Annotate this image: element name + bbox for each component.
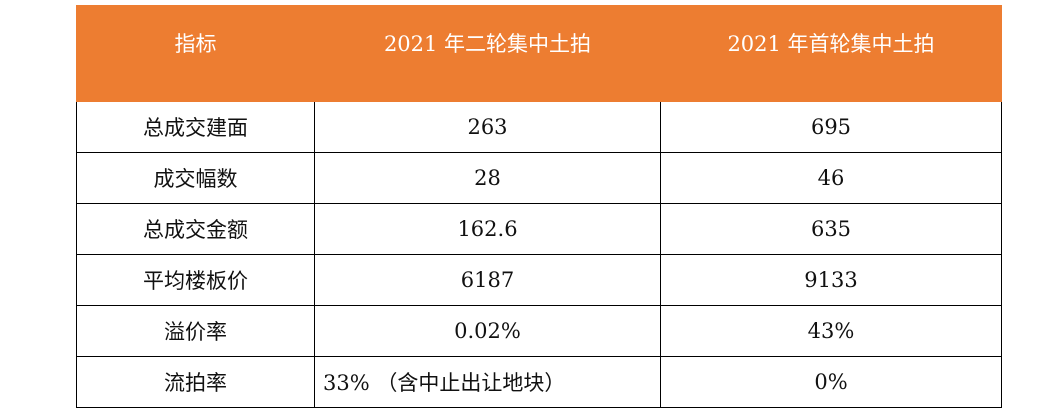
table-cell: 43%	[660, 305, 1002, 357]
table-row: 流拍率 33% （含中止出让地块） 0%	[76, 356, 1002, 408]
table-cell: 流拍率	[76, 356, 315, 408]
table-row: 总成交金额 162.6 635	[76, 203, 1002, 255]
table-cell: 6187	[314, 254, 661, 306]
data-table: 指标 2021 年二轮集中土拍 2021 年首轮集中土拍 总成交建面 263 695 成交…	[76, 5, 1002, 408]
table-cell: 0%	[660, 356, 1002, 408]
table-cell: 33% （含中止出让地块）	[314, 356, 661, 408]
table-body: 总成交建面 263 695 成交幅数 28 46 总成交金额 162.6 635 平均楼板价 618…	[76, 101, 1002, 408]
table-cell: 263	[314, 101, 661, 153]
table-cell: 总成交金额	[76, 203, 315, 255]
table-header: 指标 2021 年二轮集中土拍 2021 年首轮集中土拍	[76, 5, 1002, 102]
header-row: 指标 2021 年二轮集中土拍 2021 年首轮集中土拍	[76, 5, 1002, 102]
table-cell: 平均楼板价	[76, 254, 315, 306]
table-row: 溢价率 0.02% 43%	[76, 305, 1002, 357]
table-cell: 0.02%	[314, 305, 661, 357]
table-cell: 162.6	[314, 203, 661, 255]
table-cell: 635	[660, 203, 1002, 255]
header-cell: 2021 年二轮集中土拍	[314, 5, 661, 102]
table-cell: 总成交建面	[76, 101, 315, 153]
table-row: 总成交建面 263 695	[76, 101, 1002, 153]
table-cell: 溢价率	[76, 305, 315, 357]
header-cell: 指标	[76, 5, 315, 102]
table-row: 成交幅数 28 46	[76, 152, 1002, 204]
table-cell: 28	[314, 152, 661, 204]
table-cell: 46	[660, 152, 1002, 204]
table-row: 平均楼板价 6187 9133	[76, 254, 1002, 306]
table-cell: 成交幅数	[76, 152, 315, 204]
header-cell: 2021 年首轮集中土拍	[660, 5, 1002, 102]
table-cell: 695	[660, 101, 1002, 153]
table-cell: 9133	[660, 254, 1002, 306]
